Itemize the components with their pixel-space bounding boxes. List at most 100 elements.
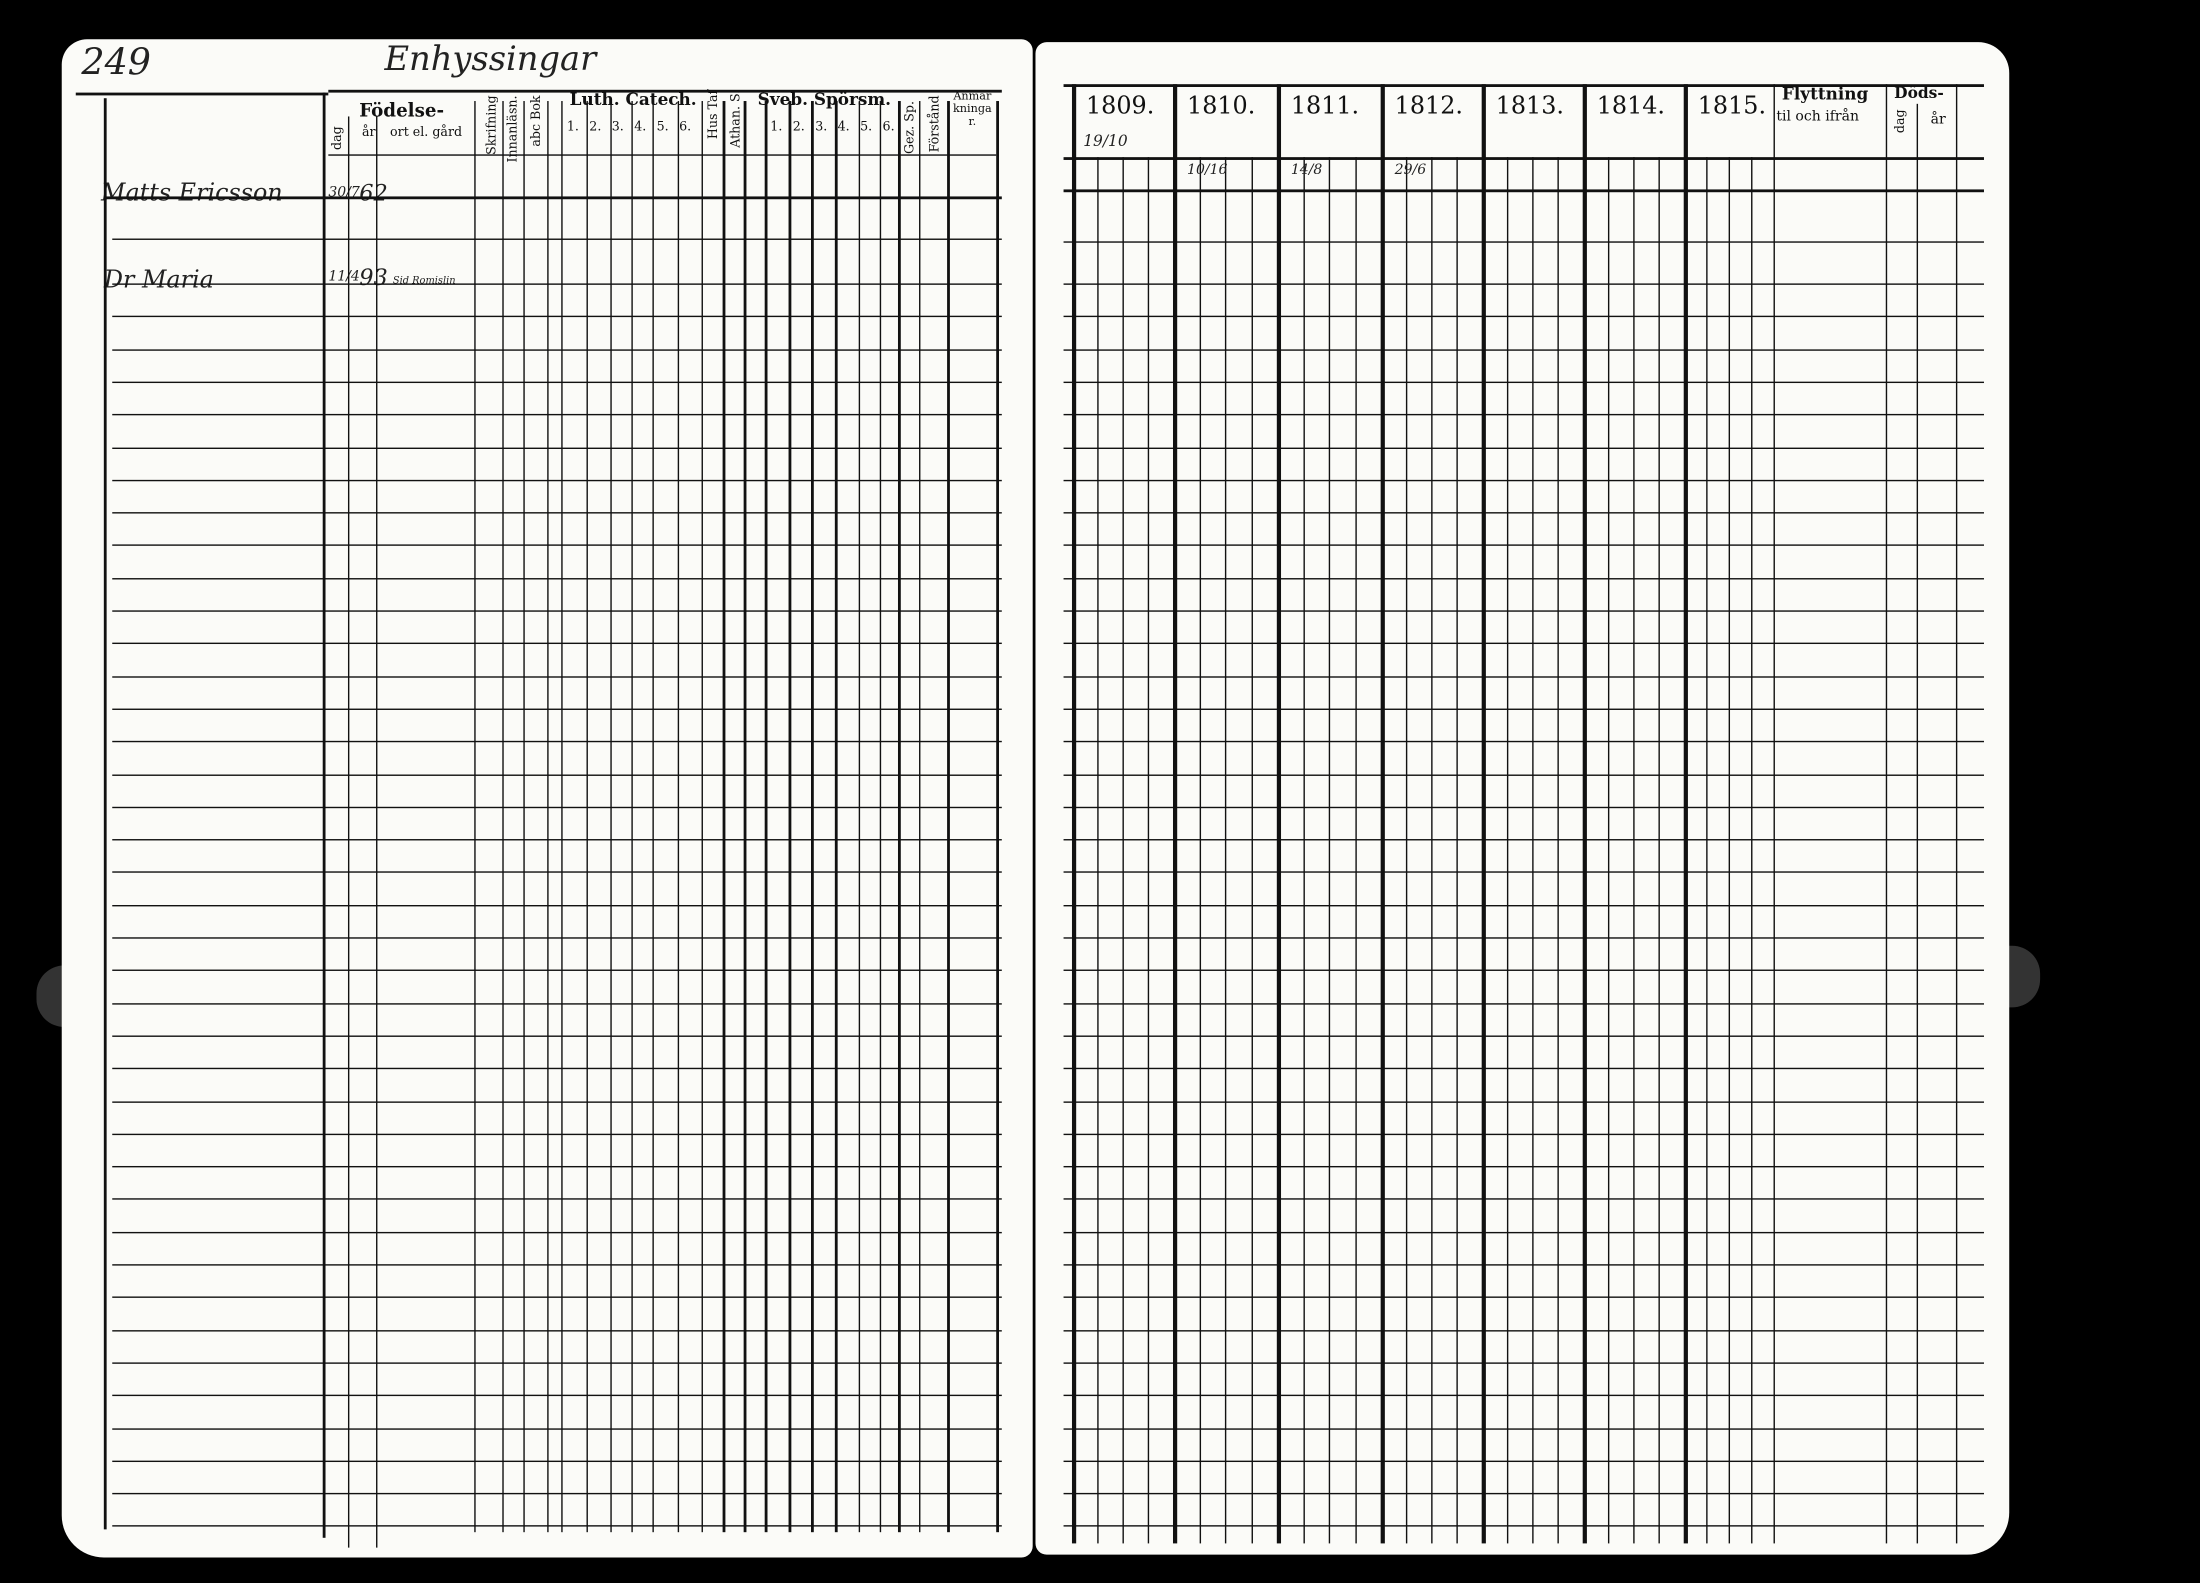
subcolumn-rule bbox=[1431, 157, 1433, 1544]
header-bottom-rule bbox=[1063, 157, 1984, 160]
row-rule bbox=[112, 512, 1002, 514]
sveb-col-number: 5. bbox=[860, 120, 873, 135]
column-rule bbox=[1916, 103, 1919, 1544]
subcolumn-rule bbox=[1532, 157, 1534, 1544]
column-rule bbox=[547, 101, 549, 1533]
subcolumn-rule bbox=[1751, 157, 1753, 1544]
row-rule bbox=[1063, 1525, 1984, 1528]
row-rule bbox=[1063, 1100, 1984, 1103]
column-rule bbox=[1071, 84, 1077, 1544]
year-header: 1813. bbox=[1495, 92, 1564, 121]
column-rule bbox=[561, 101, 563, 1533]
row-rule bbox=[112, 238, 1002, 240]
row-rule bbox=[112, 1362, 1002, 1364]
row-rule bbox=[1063, 839, 1984, 841]
year-header: 1814. bbox=[1596, 92, 1666, 121]
luth-col-number: 4. bbox=[634, 120, 647, 135]
subcolumn-rule bbox=[1706, 157, 1708, 1544]
sveb-col-number: 1. bbox=[770, 120, 783, 135]
row-rule bbox=[112, 1035, 1002, 1037]
row-rule bbox=[112, 1198, 1002, 1201]
header-bottom-rule bbox=[328, 154, 997, 156]
header-rule bbox=[1063, 84, 1984, 87]
subcolumn-rule bbox=[1122, 157, 1124, 1544]
row-rule bbox=[112, 741, 1002, 743]
row-rule bbox=[112, 1525, 1002, 1528]
row-rule bbox=[112, 1460, 1002, 1462]
luth-col-number: 3. bbox=[611, 120, 624, 135]
row-rule bbox=[1063, 806, 1984, 808]
row-rule bbox=[112, 773, 1002, 776]
row-rule bbox=[1063, 1002, 1984, 1005]
row-rule bbox=[112, 871, 1002, 874]
year-header: 1815. bbox=[1697, 92, 1767, 121]
column-rule bbox=[1481, 84, 1486, 1544]
year-header: 1809. bbox=[1085, 92, 1155, 121]
row-rule bbox=[112, 1002, 1002, 1005]
row-rule bbox=[112, 937, 1002, 939]
row-rule bbox=[1063, 577, 1984, 580]
subcolumn-rule bbox=[1302, 157, 1305, 1544]
row-rule bbox=[103, 196, 1002, 200]
row-rule bbox=[112, 1329, 1002, 1331]
row-rule bbox=[1063, 904, 1984, 906]
column-rule bbox=[722, 101, 726, 1533]
row-rule bbox=[112, 348, 1002, 351]
row-rule bbox=[1063, 414, 1984, 416]
subcolumn-rule bbox=[1328, 157, 1331, 1544]
subcolumn-rule bbox=[1607, 157, 1610, 1544]
column-rule bbox=[586, 101, 588, 1533]
header-gez-sp: Gez. Sp. bbox=[903, 101, 918, 155]
year-entry: 29/6 bbox=[1394, 162, 1427, 179]
column-rule bbox=[743, 101, 747, 1533]
row-rule bbox=[1063, 512, 1984, 514]
entry-name: Dr Maria bbox=[103, 266, 214, 295]
header-doeds-year: år bbox=[1930, 112, 1946, 128]
row-rule bbox=[1063, 241, 1984, 243]
header-birth: Födelse- bbox=[359, 101, 445, 123]
row-rule bbox=[1063, 446, 1984, 449]
margin-rule bbox=[103, 98, 107, 1530]
column-rule bbox=[1380, 84, 1385, 1544]
column-rule bbox=[996, 101, 1000, 1533]
column-rule bbox=[502, 101, 504, 1533]
subcolumn-rule bbox=[1250, 157, 1253, 1544]
row-rule bbox=[1063, 675, 1984, 678]
entry-place: Sid Romislin bbox=[392, 275, 456, 287]
row-rule bbox=[1063, 1264, 1984, 1266]
luth-col-number: 6. bbox=[679, 120, 692, 135]
column-rule bbox=[701, 101, 703, 1533]
column-rule bbox=[1885, 84, 1888, 1544]
sveb-col-number: 2. bbox=[792, 120, 805, 135]
row-rule bbox=[112, 479, 1002, 481]
row-rule bbox=[112, 839, 1002, 841]
luth-col-number: 1. bbox=[566, 120, 579, 135]
row-rule bbox=[112, 1166, 1002, 1168]
row-rule bbox=[112, 381, 1002, 383]
subcolumn-rule bbox=[1097, 157, 1099, 1544]
row-rule bbox=[1063, 1231, 1984, 1233]
column-rule bbox=[1773, 84, 1775, 1544]
row-rule bbox=[1063, 1362, 1984, 1364]
year-header: 1812. bbox=[1394, 92, 1463, 121]
column-rule bbox=[764, 101, 768, 1533]
year-header: 1810. bbox=[1187, 92, 1256, 121]
row-rule bbox=[1063, 1035, 1984, 1037]
year-note: 19/10 bbox=[1083, 131, 1128, 151]
header-birth-day: dag bbox=[331, 126, 346, 150]
row-rule bbox=[1063, 937, 1984, 939]
row-rule bbox=[1063, 1296, 1984, 1299]
row-rule bbox=[112, 969, 1002, 972]
row-rule bbox=[1063, 1198, 1984, 1201]
row-rule bbox=[1063, 1493, 1984, 1495]
column-rule bbox=[631, 101, 633, 1533]
sveb-col-number: 6. bbox=[882, 120, 895, 135]
column-rule bbox=[919, 101, 921, 1533]
row-rule bbox=[1063, 708, 1984, 710]
subcolumn-rule bbox=[1354, 157, 1357, 1544]
row-rule bbox=[112, 414, 1002, 416]
header-birth-year: år bbox=[361, 126, 376, 141]
row-rule bbox=[1063, 643, 1984, 645]
subcolumn-rule bbox=[1147, 157, 1150, 1544]
subcolumn-rule bbox=[1728, 157, 1731, 1544]
